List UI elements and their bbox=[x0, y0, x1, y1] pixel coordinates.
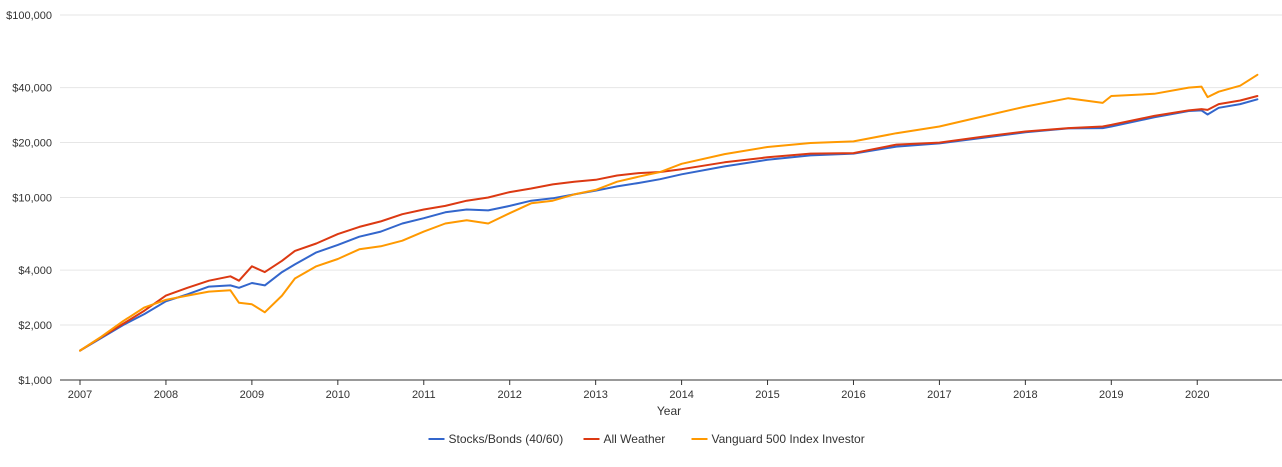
x-tick-label: 2007 bbox=[68, 389, 92, 401]
legend-label: Vanguard 500 Index Investor bbox=[712, 432, 865, 446]
x-tick-label: 2013 bbox=[583, 389, 607, 401]
series-line-0 bbox=[79, 98, 1259, 352]
legend-item[interactable]: All Weather bbox=[583, 432, 666, 446]
x-tick-label: 2016 bbox=[841, 389, 865, 401]
series-line-1 bbox=[79, 95, 1259, 352]
x-tick-label: 2008 bbox=[154, 389, 178, 401]
x-tick-label: 2012 bbox=[497, 389, 521, 401]
x-tick-label: 2020 bbox=[1185, 389, 1209, 401]
y-tick-label: $40,000 bbox=[12, 83, 52, 95]
legend[interactable]: Stocks/Bonds (40/60) All Weather Vanguard … bbox=[428, 432, 865, 446]
legend-item[interactable]: Stocks/Bonds (40/60) bbox=[428, 432, 564, 446]
x-tick-label: 2011 bbox=[412, 389, 436, 401]
series-line-2 bbox=[79, 73, 1259, 352]
x-tick-label: 2019 bbox=[1099, 389, 1123, 401]
series-lines bbox=[79, 73, 1259, 352]
x-axis-title: Year bbox=[657, 404, 681, 418]
y-tick-label: $4,000 bbox=[18, 265, 52, 277]
legend-label: All Weather bbox=[604, 432, 666, 446]
x-tick-label: 2014 bbox=[669, 389, 693, 401]
legend-item[interactable]: Vanguard 500 Index Investor bbox=[691, 432, 865, 446]
x-tick-label: 2010 bbox=[326, 389, 350, 401]
y-tick-label: $1,000 bbox=[18, 375, 52, 387]
x-axis-ticks: 2007 2008 2009 2010 2011 2012 2013 2014 2015 2016… bbox=[68, 380, 1209, 401]
x-tick-label: 2015 bbox=[755, 389, 779, 401]
y-tick-label: $20,000 bbox=[12, 138, 52, 150]
x-tick-label: 2017 bbox=[927, 389, 951, 401]
legend-label: Stocks/Bonds (40/60) bbox=[449, 432, 564, 446]
y-axis-tick-labels: $1,000 $2,000 $4,000 $10,000 $20,000 $40,000 $… bbox=[6, 10, 52, 387]
grid-lines bbox=[60, 14, 1282, 381]
x-tick-label: 2018 bbox=[1013, 389, 1037, 401]
y-tick-label: $2,000 bbox=[18, 320, 52, 332]
x-tick-label: 2009 bbox=[240, 389, 264, 401]
y-tick-label: $10,000 bbox=[12, 193, 52, 205]
y-tick-label: $100,000 bbox=[6, 10, 52, 22]
